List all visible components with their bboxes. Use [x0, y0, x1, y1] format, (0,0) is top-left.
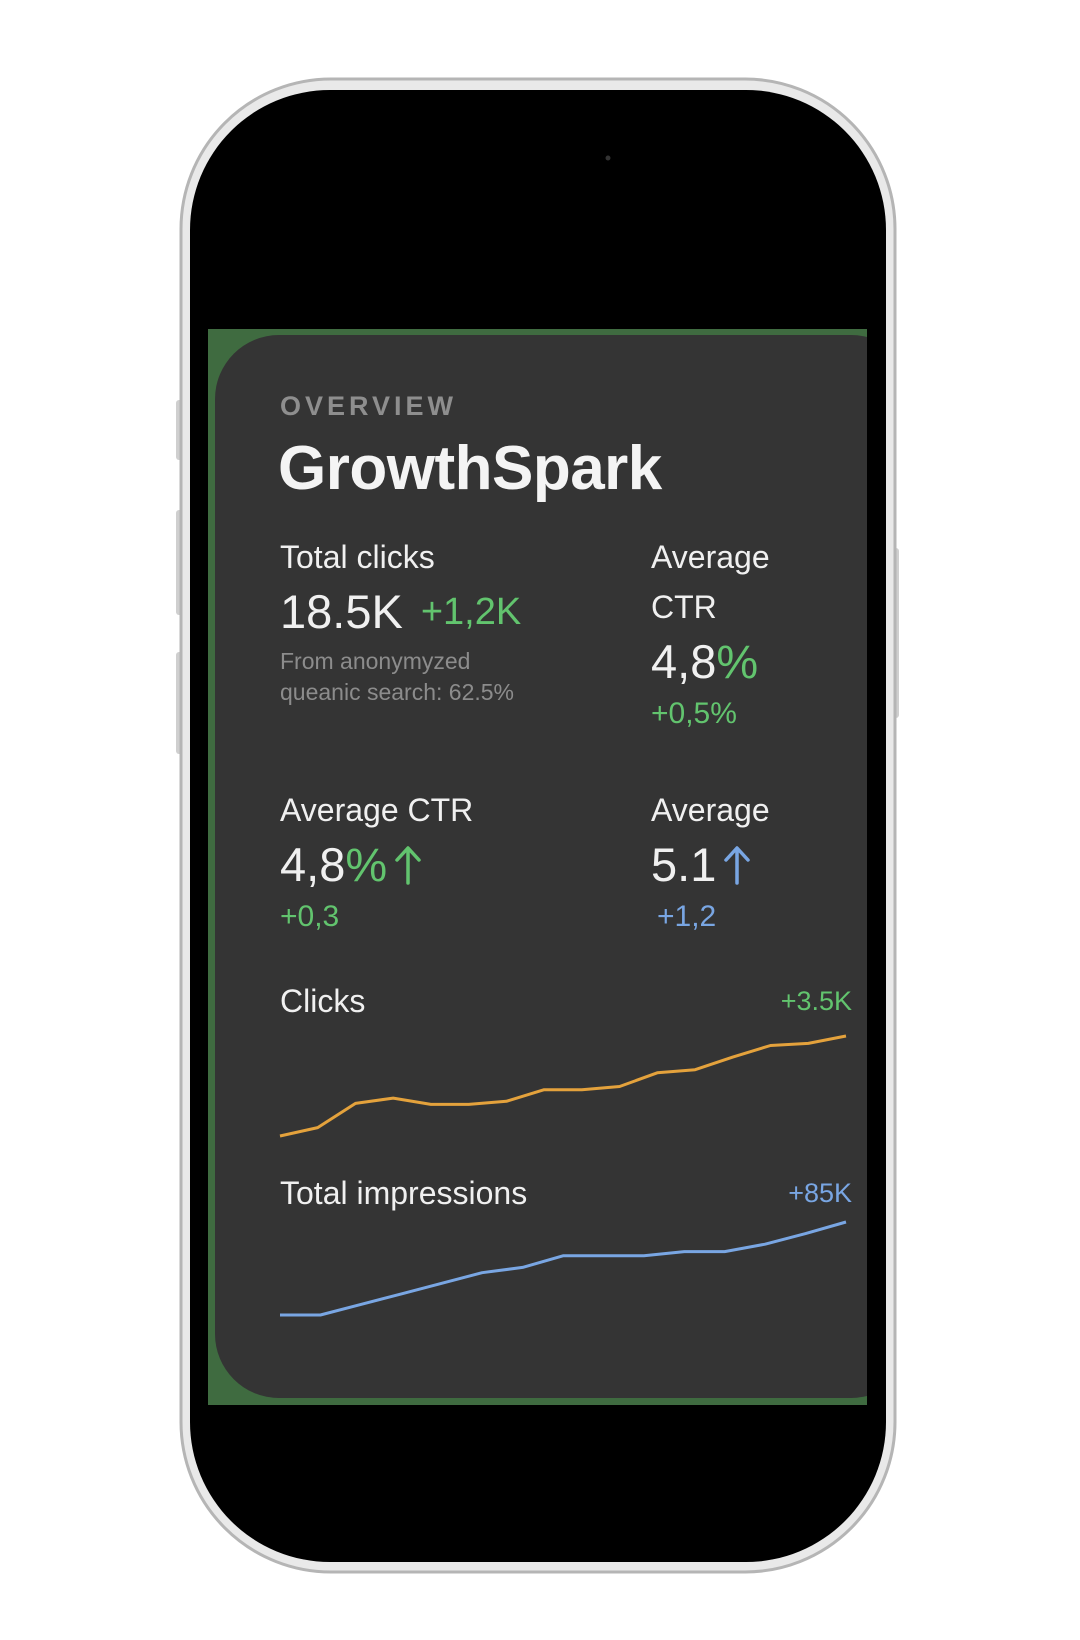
metric-value-row: 5.1	[651, 835, 851, 895]
sparkline-title: Total impressions	[280, 1175, 528, 1211]
metric-value: 4,8	[651, 635, 717, 688]
metric-change: +1,2K	[420, 591, 522, 633]
metric: Average 5.1 +1,2	[651, 785, 851, 939]
sparkline-title: Clicks	[280, 983, 366, 1019]
metric-change: +0,5%	[651, 697, 737, 730]
eyebrow: OVERVIEW	[280, 391, 458, 421]
app-title: GrowthSpark	[278, 434, 662, 503]
metric-label: Average	[651, 792, 770, 828]
camera	[605, 155, 611, 161]
trend-arrow	[395, 846, 421, 885]
metric-value: 5.1	[651, 838, 717, 891]
metric-value: 18.5K	[280, 585, 403, 638]
metric-value-row: 4,8%	[280, 835, 610, 895]
metric-note: From anonymyzed queanic search: 62.5%	[280, 648, 514, 705]
sparkline-change: +85K	[788, 1178, 852, 1208]
sparkline-change: +3.5K	[780, 986, 852, 1016]
metric-change: +1,2	[657, 900, 717, 933]
metric-value-row: 18.5K +1,2K	[280, 582, 610, 642]
sparkline	[280, 1220, 847, 1317]
metric-label: Total clicks	[280, 539, 435, 575]
trend-arrow	[724, 846, 751, 885]
metric-change: +0,3	[280, 900, 340, 933]
metric-value-row: 4,8%	[651, 632, 821, 692]
metric: Total clicks 18.5K +1,2K From anonymyzed qu…	[280, 532, 610, 708]
sparklines	[279, 1034, 847, 1317]
metric-unit: %	[716, 635, 759, 688]
metric-value: 4,8	[280, 838, 346, 891]
widget-card	[215, 335, 867, 1398]
metric: Average CTR 4,8% +0,5%	[651, 532, 821, 736]
metric: Average CTR 4,8% +0,3	[280, 785, 610, 939]
metric-unit: %	[345, 838, 388, 891]
screen-content: OVERVIEW GrowthSpark Total clicks 18.5K +1…	[208, 329, 867, 1405]
metric-label: Average CTR	[651, 539, 770, 625]
metric-label: Average CTR	[280, 792, 474, 828]
sparkline	[279, 1034, 847, 1138]
